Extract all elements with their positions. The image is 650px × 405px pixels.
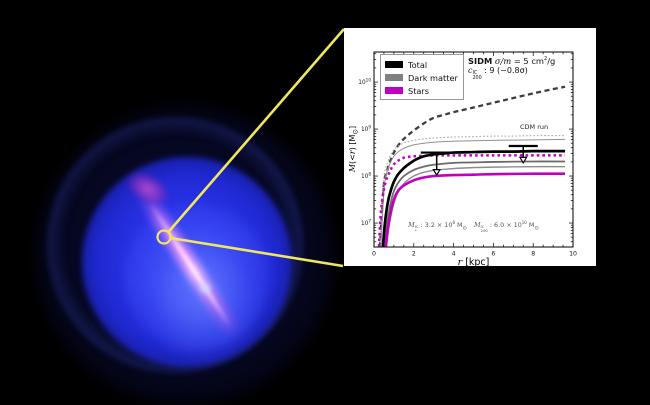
svg-text:109: 109	[361, 124, 371, 133]
svg-text:6: 6	[491, 251, 495, 258]
svg-text:8: 8	[531, 251, 535, 258]
legend-item-dark-matter: Dark matter	[385, 71, 463, 84]
svg-text:0: 0	[372, 251, 376, 258]
legend-label-stars: Stars	[408, 85, 430, 96]
legend-swatch-total	[385, 60, 403, 69]
svg-text:108: 108	[361, 171, 371, 180]
x-axis-label: r [kpc]	[457, 257, 490, 268]
mass-note: M IC * : 3.2 × 108 M⊙ M IC 200 : 6.0 × 1010 M…	[408, 220, 539, 234]
legend: Total Dark matter Stars	[380, 54, 464, 100]
galaxy-center-spot	[197, 280, 213, 296]
cdm-run-label: CDM run	[520, 123, 549, 131]
y-axis-label: M(<r) [M⊙]	[348, 125, 360, 173]
sidm-annotation-line2: c IC 200 : 9 (−0.8σ)	[468, 65, 528, 81]
svg-text:2: 2	[412, 251, 416, 258]
sidm-annotation: SIDM σ/m = 5 cm2/g c IC 200 : 9 (−0.8σ)	[468, 54, 586, 82]
inset-chart-panel: 0 2 4 6 8 10 1010 109 108 107 Total Dark matter S…	[344, 28, 596, 268]
svg-text:1010: 1010	[358, 77, 371, 86]
legend-item-total: Total	[385, 58, 463, 71]
svg-text:107: 107	[361, 218, 371, 227]
galaxy-lower-glow	[150, 250, 260, 360]
svg-text:10: 10	[569, 251, 577, 258]
legend-swatch-stars	[385, 86, 403, 95]
legend-swatch-dark-matter	[385, 73, 403, 82]
svg-text:4: 4	[452, 251, 456, 258]
legend-label-dark-matter: Dark matter	[408, 72, 458, 83]
legend-label-total: Total	[408, 59, 428, 70]
sidm-annotation-line1: SIDM σ/m = 5 cm2/g	[468, 55, 556, 66]
legend-item-stars: Stars	[385, 84, 463, 97]
